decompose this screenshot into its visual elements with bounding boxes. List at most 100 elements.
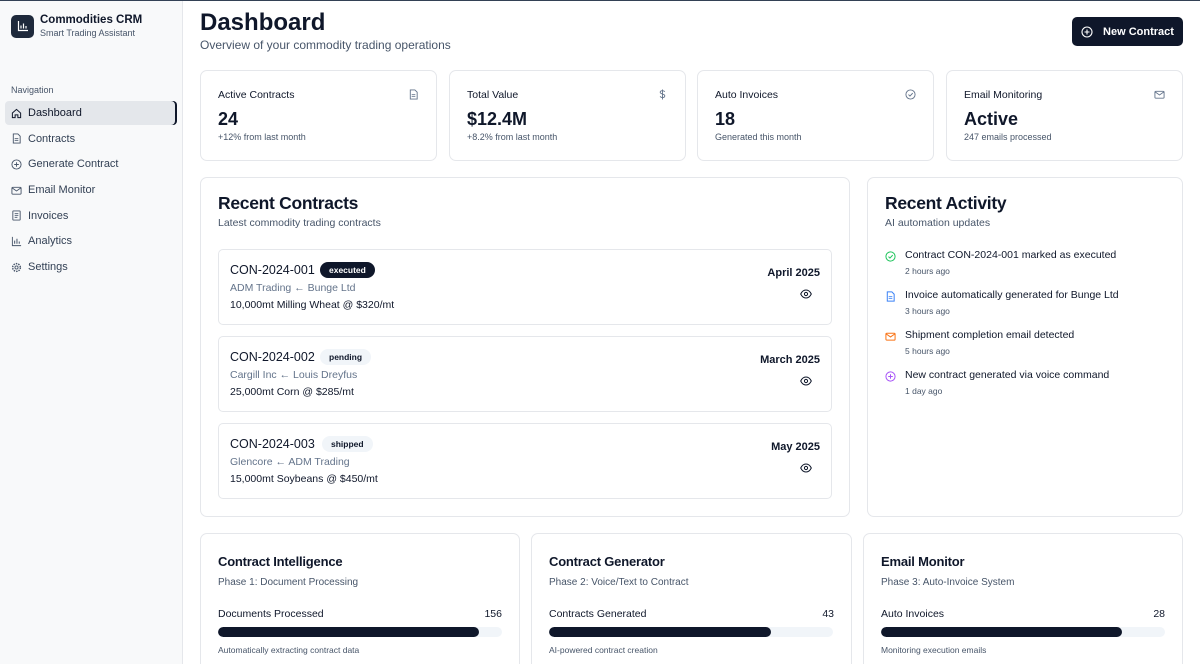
- activity-time: 3 hours ago: [905, 306, 950, 316]
- sidebar-item-label: Analytics: [28, 235, 73, 248]
- plus-circle-icon: [11, 159, 22, 170]
- activity-time: 1 day ago: [905, 386, 943, 396]
- plus-circle-icon: [1081, 25, 1093, 38]
- home-icon: [11, 108, 22, 118]
- phase-subtitle: Phase 1: Document Processing: [218, 577, 359, 588]
- stat-label: Total Value: [467, 89, 519, 101]
- recent-activity-subtitle: AI automation updates: [885, 217, 991, 229]
- sidebar-item-analytics[interactable]: Analytics: [5, 229, 177, 253]
- activity-text: Contract CON-2024-001 marked as executed: [905, 249, 1117, 261]
- metric-label: Contracts Generated: [549, 608, 647, 620]
- new-contract-button[interactable]: New Contract: [1072, 17, 1183, 46]
- stat-note: Generated this month: [715, 132, 802, 142]
- status-badge: executed: [320, 262, 375, 278]
- stat-label: Active Contracts: [218, 89, 295, 101]
- metric-value: 28: [1153, 608, 1165, 620]
- stat-value: Active: [964, 109, 1019, 129]
- phase-card-contract-intelligence: Contract Intelligence Phase 1: Document …: [200, 533, 520, 664]
- sidebar-item-label: Email Monitor: [28, 184, 96, 197]
- stat-card-auto-invoices: Auto Invoices 18 Generated this month: [697, 70, 934, 161]
- gear-icon: [11, 262, 22, 272]
- contract-row[interactable]: CON-2024-001 executed ADM Trading ← Bung…: [218, 249, 832, 325]
- contract-parties: ADM Trading ← Bunge Ltd: [230, 282, 356, 294]
- nav: Dashboard Contracts Generate Contract Em…: [5, 101, 177, 281]
- stat-label: Auto Invoices: [715, 89, 779, 101]
- recent-contracts-title: Recent Contracts: [218, 193, 359, 213]
- sidebar-item-generate-contract[interactable]: Generate Contract: [5, 152, 177, 176]
- check-circle-icon: [905, 89, 916, 100]
- activity-text: New contract generated via voice command: [905, 369, 1110, 381]
- sidebar-item-label: Dashboard: [28, 107, 82, 119]
- phase-card-contract-generator: Contract Generator Phase 2: Voice/Text t…: [531, 533, 852, 664]
- contract-date: March 2025: [760, 354, 820, 366]
- contract-id: CON-2024-002: [230, 350, 315, 364]
- file-icon: [886, 291, 895, 302]
- stat-value: 24: [218, 109, 239, 129]
- page-subtitle: Overview of your commodity trading opera…: [200, 38, 451, 52]
- stat-note: 247 emails processed: [964, 132, 1052, 142]
- contract-parties: Cargill Inc ← Louis Dreyfus: [230, 369, 358, 381]
- sidebar-item-contracts[interactable]: Contracts: [5, 127, 177, 151]
- page-title: Dashboard: [200, 9, 326, 36]
- progress-note: AI-powered contract creation: [549, 645, 658, 655]
- progress-bar: [218, 627, 502, 637]
- progress-note: Automatically extracting contract data: [218, 645, 360, 655]
- sidebar-item-dashboard[interactable]: Dashboard: [5, 101, 177, 125]
- contract-row[interactable]: CON-2024-002 pending Cargill Inc ← Louis…: [218, 336, 832, 412]
- file-icon: [409, 89, 418, 100]
- metric-label: Documents Processed: [218, 608, 324, 620]
- phase-title: Email Monitor: [881, 554, 965, 569]
- metric-label: Auto Invoices: [881, 608, 945, 620]
- phase-title: Contract Intelligence: [218, 554, 343, 569]
- progress-fill: [218, 627, 480, 637]
- stat-value: $12.4M: [467, 109, 528, 129]
- file-icon: [12, 133, 21, 144]
- sidebar-item-invoices[interactable]: Invoices: [5, 204, 177, 228]
- sidebar-item-email-monitor[interactable]: Email Monitor: [5, 178, 177, 202]
- check-circle-icon: [885, 251, 896, 262]
- phase-title: Contract Generator: [549, 554, 665, 569]
- recent-contracts-card: Recent Contracts Latest commodity tradin…: [200, 177, 850, 517]
- activity-time: 2 hours ago: [905, 266, 950, 276]
- stat-card-total-value: Total Value $12.4M +8.2% from last month: [449, 70, 686, 161]
- bar-chart-icon: [11, 14, 34, 38]
- contract-parties: Glencore ← ADM Trading: [230, 456, 350, 468]
- eye-icon[interactable]: [800, 376, 812, 386]
- status-badge: pending: [320, 349, 372, 365]
- status-badge: shipped: [322, 436, 373, 452]
- metric-value: 43: [822, 608, 834, 620]
- recent-contracts-subtitle: Latest commodity trading contracts: [218, 217, 381, 229]
- sidebar-item-settings[interactable]: Settings: [5, 255, 177, 279]
- stat-value: 18: [715, 109, 736, 129]
- stat-label: Email Monitoring: [964, 89, 1043, 101]
- metric-value: 156: [484, 608, 502, 620]
- plus-circle-icon: [885, 371, 896, 382]
- brand[interactable]: Commodities CRM Smart Trading Assistant: [11, 13, 142, 39]
- contract-date: April 2025: [767, 267, 820, 279]
- activity-time: 5 hours ago: [905, 346, 950, 356]
- progress-fill: [549, 627, 771, 637]
- mail-icon: [885, 332, 896, 341]
- mail-icon: [11, 186, 22, 195]
- activity-text: Shipment completion email detected: [905, 329, 1075, 341]
- contract-row[interactable]: CON-2024-003 shipped Glencore ← ADM Trad…: [218, 423, 832, 499]
- app-tagline: Smart Trading Assistant: [40, 28, 136, 38]
- contract-id: CON-2024-001: [230, 263, 315, 277]
- eye-icon[interactable]: [800, 463, 812, 473]
- dollar-icon: [659, 89, 666, 100]
- stat-note: +8.2% from last month: [467, 132, 558, 142]
- phase-subtitle: Phase 2: Voice/Text to Contract: [549, 577, 689, 588]
- progress-note: Monitoring execution emails: [881, 645, 987, 655]
- recent-activity-title: Recent Activity: [885, 193, 1007, 213]
- progress-fill: [881, 627, 1123, 637]
- recent-activity-card: Recent Activity AI automation updates Co…: [867, 177, 1183, 517]
- contract-description: 15,000mt Soybeans @ $450/mt: [230, 473, 378, 485]
- contract-id: CON-2024-003: [230, 437, 315, 451]
- stat-note: +12% from last month: [218, 132, 306, 142]
- stat-card-email-monitoring: Email Monitoring Active 247 emails proce…: [946, 70, 1183, 161]
- eye-icon[interactable]: [800, 289, 812, 299]
- phase-subtitle: Phase 3: Auto-Invoice System: [881, 577, 1015, 588]
- app-name: Commodities CRM: [40, 14, 143, 26]
- new-contract-label: New Contract: [1103, 25, 1174, 38]
- sidebar-item-label: Invoices: [28, 209, 69, 222]
